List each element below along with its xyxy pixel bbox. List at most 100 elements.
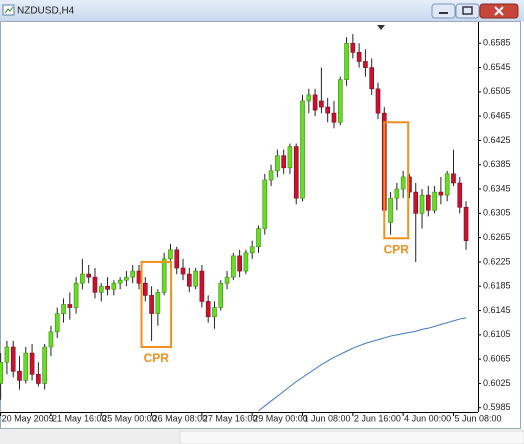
x-tick-label: 1 Jun 08:00 — [304, 413, 351, 423]
candle-body-down — [413, 191, 419, 214]
candle-body-up — [124, 276, 129, 281]
y-tick-label: 0.6585 — [483, 38, 511, 48]
candle-body-down — [36, 374, 41, 384]
candle-body-up — [275, 155, 280, 172]
y-tick-label: 0.6385 — [483, 159, 511, 169]
x-tick-label: 2 Jun 16:00 — [354, 413, 401, 423]
candle-body-down — [86, 273, 91, 278]
candle-body-down — [451, 173, 456, 184]
chart-frame — [0, 21, 521, 429]
candle-body-up — [61, 304, 66, 314]
candle-body-down — [67, 304, 73, 308]
y-tick-label: 0.6465 — [483, 111, 511, 121]
y-tick-label: 0.6065 — [483, 354, 511, 364]
candle-body-up — [268, 170, 274, 181]
x-tick-label: 5 Jun 08:00 — [454, 413, 501, 423]
candle-body-up — [73, 282, 79, 308]
candle-body-up — [300, 100, 305, 199]
candle-body-down — [187, 273, 192, 287]
title-bar — [0, 0, 524, 21]
candle-body-up — [306, 94, 312, 102]
y-tick-label: 0.6345 — [483, 183, 511, 193]
candle-body-down — [205, 301, 211, 317]
x-tick-label: 21 May 16:00 — [52, 413, 107, 423]
x-tick-label: 20 May 2009 — [2, 413, 54, 423]
candle-body-down — [10, 346, 16, 372]
candle-body-up — [344, 42, 349, 81]
y-tick-label: 0.6105 — [483, 329, 511, 339]
candle-body-down — [426, 194, 431, 211]
y-tick-label: 0.6305 — [483, 208, 511, 218]
candle-body-up — [155, 292, 161, 314]
candle-body-down — [331, 112, 337, 123]
y-tick-label: 0.6545 — [483, 62, 511, 72]
candle-body-up — [287, 146, 293, 169]
x-tick-label: 25 May 00:00 — [102, 413, 157, 423]
minimize-button[interactable] — [431, 3, 456, 19]
annotation-label: CPR — [384, 242, 410, 256]
candle-body-down — [325, 106, 330, 114]
candle-body-up — [249, 246, 255, 254]
candle-body-down — [180, 267, 186, 275]
candle-body-up — [432, 191, 437, 211]
y-tick-label: 0.6265 — [483, 232, 511, 242]
candle-body-up — [212, 307, 217, 317]
candle-body-down — [356, 52, 362, 62]
candle-body-up — [80, 273, 85, 284]
candle-body-up — [54, 313, 60, 333]
candle-body-up — [400, 176, 406, 190]
x-tick-label: 4 Jun 00:00 — [404, 413, 451, 423]
candle-body-down — [174, 249, 180, 269]
candle-body-down — [136, 270, 142, 284]
y-tick-label: 0.6225 — [483, 256, 511, 266]
annotation-label: CPR — [144, 351, 170, 365]
y-tick-label: 0.6145 — [483, 305, 511, 315]
y-tick-label: 0.6025 — [483, 378, 511, 388]
candle-body-down — [281, 155, 286, 169]
candle-body-up — [98, 285, 104, 293]
candle-body-down — [350, 42, 356, 53]
window-title: NZDUSD,H4 — [17, 6, 75, 17]
candle-body-down — [17, 370, 22, 381]
candle-body-down — [237, 255, 242, 272]
candle-body-down — [438, 191, 444, 196]
maximize-icon — [462, 6, 473, 15]
candle-body-up — [256, 228, 261, 248]
candle-body-up — [218, 282, 224, 308]
candle-body-up — [130, 270, 136, 278]
candle-body-up — [262, 179, 268, 229]
candle-body-up — [231, 255, 236, 278]
candle-body-up — [161, 258, 167, 293]
y-tick-label: 0.6185 — [483, 281, 511, 291]
shift-marker — [377, 25, 385, 30]
annotation-box — [140, 260, 173, 349]
candle-body-up — [224, 276, 230, 284]
candle-body-down — [92, 276, 98, 293]
candle-body-up — [394, 188, 400, 199]
candle-body-down — [363, 61, 368, 68]
candle-body-down — [312, 94, 318, 111]
candle-body-up — [48, 331, 54, 348]
maximize-button[interactable] — [455, 3, 480, 19]
status-panel — [179, 430, 524, 444]
y-tick-label: 0.6425 — [483, 135, 511, 145]
candle-body-up — [42, 346, 47, 384]
candle-body-down — [463, 206, 469, 241]
candle-body-down — [29, 352, 35, 375]
candle-body-up — [193, 270, 198, 287]
moving-average — [258, 317, 467, 412]
candle-body-up — [111, 282, 117, 290]
candle-body-down — [375, 88, 381, 114]
candle-body-up — [243, 252, 249, 272]
candle-body-down — [457, 182, 463, 208]
annotation-box — [383, 121, 410, 240]
candle-body-down — [319, 100, 324, 108]
candle-body-down — [142, 282, 148, 296]
y-tick-label: 0.6505 — [483, 86, 511, 96]
candle-body-up — [117, 279, 123, 284]
candle-body-up — [419, 194, 425, 214]
candle-body-down — [293, 146, 299, 199]
candle-body-down — [369, 67, 375, 90]
candle-body-up — [0, 361, 3, 384]
